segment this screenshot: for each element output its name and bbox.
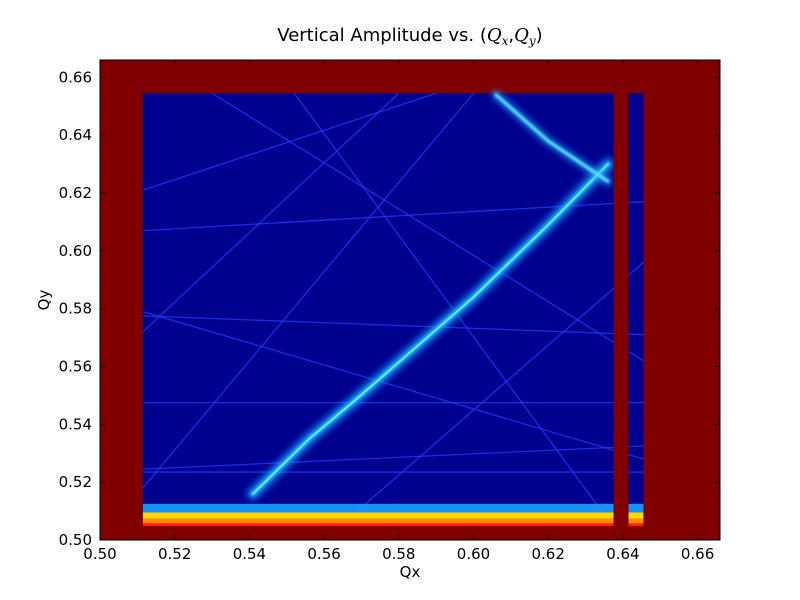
y-tick-label: 0.66 bbox=[59, 68, 92, 86]
chart-title: Vertical Amplitude vs. (Qx,Qy) bbox=[277, 25, 542, 48]
resonance-line bbox=[142, 310, 644, 460]
resonance-line bbox=[142, 92, 474, 489]
y-tick-label: 0.56 bbox=[59, 358, 92, 376]
y-tick-label: 0.62 bbox=[59, 184, 92, 202]
x-tick-label: 0.52 bbox=[158, 545, 191, 563]
main-ridge-core bbox=[252, 163, 609, 495]
resonance-line bbox=[323, 261, 644, 540]
x-tick-label: 0.56 bbox=[307, 545, 340, 563]
plot-frame bbox=[99, 59, 721, 541]
bottom-yellow-band bbox=[142, 512, 644, 520]
y-axis-ticks: 0.50 0.52 0.54 0.56 0.58 0.60 0.62 0.64 0.66 bbox=[59, 68, 720, 549]
x-tick-label: 0.62 bbox=[531, 545, 564, 563]
resonance-line bbox=[142, 92, 400, 333]
resonance-line bbox=[211, 92, 644, 362]
y-tick-label: 0.52 bbox=[59, 473, 92, 491]
resonance-line bbox=[142, 315, 644, 336]
x-tick-label: 0.50 bbox=[83, 545, 116, 563]
unstable-vertical-band bbox=[613, 60, 629, 540]
y-tick-label: 0.58 bbox=[59, 300, 92, 318]
x-tick-label: 0.64 bbox=[606, 545, 639, 563]
y-tick-label: 0.60 bbox=[59, 242, 92, 260]
bottom-red-band bbox=[142, 523, 644, 527]
bottom-orange-band bbox=[142, 518, 644, 525]
y-tick-label: 0.50 bbox=[59, 531, 92, 549]
x-axis-ticks: 0.50 0.52 0.54 0.56 0.58 0.60 0.62 0.64 0.66 bbox=[83, 60, 714, 563]
x-tick-label: 0.66 bbox=[681, 545, 714, 563]
unstable-horizontal-band bbox=[142, 526, 644, 540]
bottom-cyan-band bbox=[142, 503, 644, 515]
resonance-line bbox=[142, 445, 644, 470]
y-tick-label: 0.64 bbox=[59, 126, 92, 144]
x-axis-label: Qx bbox=[400, 563, 421, 581]
x-tick-label: 0.58 bbox=[382, 545, 415, 563]
resonance-line bbox=[142, 92, 437, 191]
y-axis-label: Qy bbox=[35, 290, 53, 311]
x-tick-label: 0.54 bbox=[233, 545, 266, 563]
upper-ridge bbox=[494, 93, 610, 183]
heatmap-plot-area bbox=[100, 60, 720, 540]
x-tick-label: 0.60 bbox=[457, 545, 490, 563]
y-tick-label: 0.54 bbox=[59, 415, 92, 433]
